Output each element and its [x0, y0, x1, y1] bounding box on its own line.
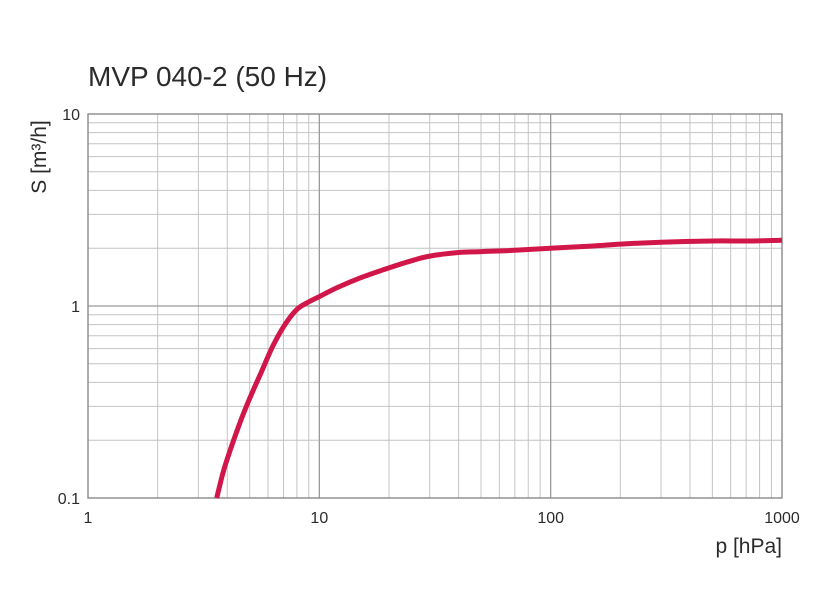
- x-tick-label: 10: [310, 510, 328, 527]
- pumping-speed-curve: [214, 237, 783, 499]
- series-layer: [214, 237, 783, 499]
- plot-frame: [87, 113, 783, 499]
- x-tick-label: 1000: [764, 510, 800, 527]
- chart-title: MVP 040-2 (50 Hz): [88, 61, 327, 92]
- x-tick-label: 1: [84, 510, 93, 527]
- x-axis-label: p [hPa]: [715, 535, 782, 558]
- major-grid: [88, 114, 782, 498]
- y-tick-labels: 0.1 1 10: [58, 107, 80, 508]
- y-axis-label: S [m³/h]: [28, 120, 51, 194]
- y-tick-label: 10: [62, 107, 80, 124]
- y-tick-label: 0.1: [58, 491, 80, 508]
- x-tick-labels: 1 10 100 1000: [84, 510, 800, 527]
- x-tick-label: 100: [537, 510, 564, 527]
- y-tick-label: 1: [71, 299, 80, 316]
